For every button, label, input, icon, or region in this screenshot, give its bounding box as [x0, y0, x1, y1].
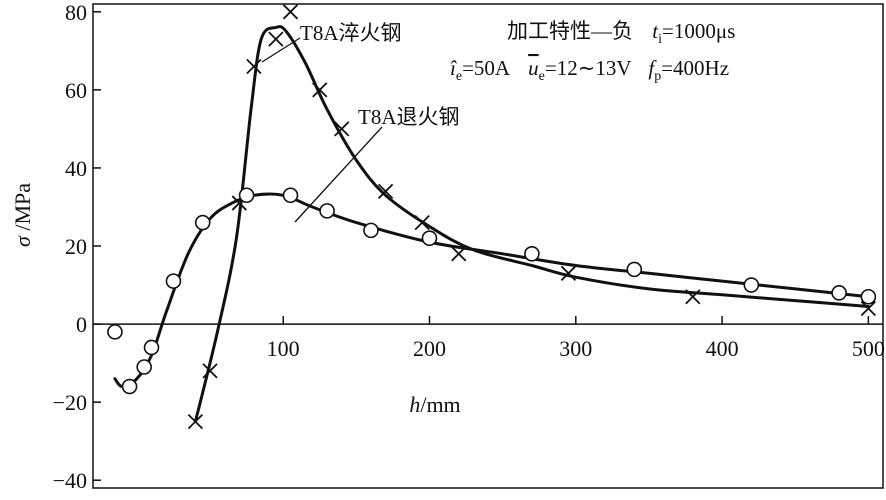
annotation-fp-var: f	[648, 56, 657, 80]
y-tick-label: 40	[65, 156, 87, 181]
y-axis-unit: /MPa	[10, 183, 35, 236]
annotation-ue-sub: e	[539, 69, 545, 84]
y-tick-label: −20	[53, 390, 87, 415]
data-point-x-quenched	[414, 214, 430, 231]
data-point-x-quenched	[860, 300, 877, 317]
data-point-o-annealed	[194, 214, 211, 231]
series-label-annealed: T8A退火钢	[358, 105, 460, 129]
data-point-o-annealed	[626, 261, 643, 278]
annotation-ie-var: î	[450, 56, 457, 80]
x-tick-label: 500	[852, 336, 885, 361]
curves-group	[113, 25, 870, 424]
annotation-ue-val: =12∼13V	[545, 56, 631, 80]
data-point-o-annealed	[238, 187, 255, 204]
ticks-group: −40 −20 0 20 40 60 80 100 200 300 400 500	[53, 0, 885, 493]
markers-group	[107, 4, 877, 430]
data-point-o-annealed	[421, 230, 438, 246]
data-point-o-annealed	[319, 203, 335, 219]
annotation-ie-sub: e	[456, 69, 462, 84]
x-tick-label: 300	[559, 336, 592, 361]
data-point-o-annealed	[121, 378, 138, 395]
annotation-ue-var: u	[528, 56, 539, 80]
data-point-x-quenched	[187, 414, 204, 430]
y-tick-label: 60	[65, 78, 87, 103]
x-axis-unit: /mm	[420, 392, 460, 417]
series-label-leader-quenched	[261, 37, 301, 63]
annotation-title: 加工特性—负	[507, 19, 633, 43]
annotation-line1: 加工特性—负 ti=1000μs	[507, 19, 735, 47]
y-tick-label: 20	[65, 234, 87, 259]
data-point-o-annealed	[743, 277, 760, 293]
data-point-x-quenched	[685, 289, 701, 305]
data-point-o-annealed	[831, 285, 847, 301]
data-point-o-annealed	[165, 273, 182, 289]
y-tick-label: −40	[53, 468, 87, 493]
annotation-t-val: =1000μs	[662, 19, 735, 43]
data-point-x-quenched	[282, 4, 299, 20]
data-point-x-quenched	[202, 363, 218, 379]
data-point-o-annealed	[282, 187, 299, 204]
annotation-fp-val: =400Hz	[661, 56, 729, 80]
data-point-x-quenched	[312, 82, 328, 98]
annotation-ie-val: =50A	[462, 56, 511, 80]
data-point-x-quenched	[334, 121, 350, 137]
data-point-x-quenched	[451, 246, 467, 262]
series-label-leader-annealed	[294, 126, 383, 223]
data-point-o-annealed	[143, 339, 160, 356]
data-point-x-quenched	[246, 58, 262, 75]
annotation-t-sub: i	[658, 32, 662, 47]
data-point-x-quenched	[268, 31, 284, 47]
data-point-x-quenched	[560, 265, 577, 281]
y-axis-variable: σ	[10, 235, 35, 247]
y-tick-label: 0	[76, 312, 87, 337]
annotation-line2: îe=50A ue=12∼13V fp=400Hz	[450, 56, 729, 84]
x-tick-label: 200	[413, 336, 446, 361]
annotation-fp-sub: p	[654, 69, 661, 84]
y-axis-title: σ /MPa	[10, 183, 35, 247]
data-point-x-quenched	[377, 183, 394, 199]
data-point-o-annealed	[107, 324, 123, 340]
data-point-o-annealed	[860, 288, 877, 305]
x-axis-variable: h	[409, 392, 420, 417]
x-tick-label: 400	[706, 336, 739, 361]
x-tick-label: 100	[267, 336, 300, 361]
series-label-quenched: T8A淬火钢	[300, 21, 402, 45]
data-point-o-annealed	[136, 359, 153, 375]
y-tick-label: 80	[65, 0, 87, 25]
x-axis-title: h/mm	[409, 392, 460, 417]
data-point-o-annealed	[524, 246, 540, 262]
series-line-quenched	[193, 25, 870, 424]
annotation-t-var: t	[652, 19, 659, 43]
data-point-o-annealed	[363, 222, 379, 239]
